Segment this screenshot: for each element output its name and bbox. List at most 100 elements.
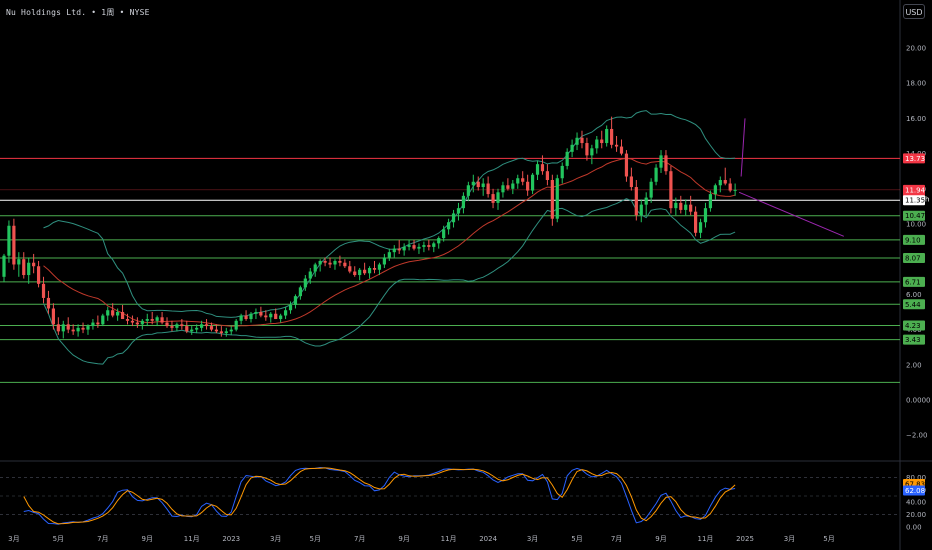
candle [372, 260, 377, 274]
candle [713, 183, 717, 200]
support-badge-bg [903, 210, 925, 221]
candle-body [718, 180, 722, 186]
time-tick-label: 11月 [441, 535, 457, 543]
candle [41, 276, 46, 304]
candle [422, 241, 426, 253]
candle [96, 315, 100, 328]
time-tick-label: 7月 [611, 535, 622, 543]
time-tick-label: 3月 [8, 535, 19, 543]
candle [175, 322, 179, 332]
candle [101, 313, 105, 327]
candle [130, 315, 135, 327]
candle-body [713, 185, 717, 195]
candle-body [694, 211, 698, 233]
stoch-tick-label: 20.00 [906, 511, 926, 519]
candle-body [610, 128, 614, 145]
candle [614, 136, 619, 152]
candle [516, 174, 520, 189]
candle [476, 176, 480, 191]
price-tick-label: 18.00 [906, 80, 926, 88]
candle [185, 320, 189, 334]
candle-body [259, 312, 263, 316]
time-tick-label: 2024 [479, 535, 497, 543]
candle [654, 164, 658, 186]
candle [486, 176, 490, 198]
candle [708, 190, 713, 212]
candle [698, 218, 703, 239]
candle-body [595, 139, 599, 149]
candle-body [274, 313, 278, 320]
candle-body [120, 312, 125, 320]
candle [496, 188, 500, 210]
current-price-badge: 11.94 [905, 186, 926, 194]
candle-body [466, 185, 470, 196]
candle-body [343, 262, 347, 267]
candle-body [491, 194, 495, 203]
candle [150, 312, 154, 325]
candle [209, 322, 214, 332]
candle-body [639, 204, 643, 216]
candle [22, 252, 26, 279]
ascending-trendline [738, 191, 844, 237]
candle [417, 243, 421, 254]
candle-body [41, 283, 46, 298]
support-badge: 8.07 [905, 254, 921, 262]
candle [224, 327, 228, 337]
candle-body [111, 310, 115, 316]
candle [585, 137, 589, 161]
candle [590, 144, 594, 165]
candle-body [540, 164, 545, 172]
candle [264, 310, 268, 321]
candle [353, 266, 357, 277]
candle [343, 259, 347, 268]
candle-body [367, 268, 372, 274]
candle-body [417, 246, 421, 249]
candle [288, 301, 293, 314]
candle-body [333, 260, 337, 265]
candle-body [130, 320, 135, 323]
candle-body [71, 329, 75, 332]
white-level-badge: 11.35 [905, 197, 925, 205]
current-price-badge-bg [903, 184, 925, 195]
candle-body [106, 310, 110, 316]
candle-body [298, 287, 302, 297]
candle [145, 313, 149, 327]
candle-body [140, 320, 144, 325]
currency-button[interactable]: USD [903, 4, 925, 19]
candle-body [659, 155, 663, 168]
price-tick-label: 10.00 [906, 221, 926, 229]
ma-line [43, 157, 736, 327]
resistance-badge-bg [903, 153, 925, 164]
candle-body [170, 326, 174, 328]
candle-body [708, 194, 713, 209]
candle [46, 290, 51, 314]
candle-body [56, 324, 60, 332]
candle [703, 202, 708, 228]
candle [308, 268, 312, 284]
candle [293, 294, 298, 309]
stoch-tick-label: 40.00 [906, 499, 926, 507]
candle [501, 181, 505, 198]
candle-body [180, 324, 184, 327]
candle [570, 139, 574, 158]
candle [461, 192, 466, 214]
candle [338, 255, 342, 267]
candle [36, 260, 41, 288]
support-badge: 4.23 [905, 322, 921, 330]
candle-body [476, 181, 480, 188]
support-badge: 3.43 [905, 336, 921, 344]
candle-body [358, 269, 362, 276]
candle [17, 252, 21, 277]
candle-body [530, 174, 535, 191]
candle-body [560, 165, 564, 179]
candle [644, 192, 648, 216]
candle [674, 197, 678, 216]
candle-body [674, 202, 678, 209]
candle-body [195, 327, 199, 330]
candle-body [244, 315, 248, 320]
time-tick-label: 9月 [142, 535, 153, 543]
candle-body [684, 204, 688, 210]
candle [377, 262, 382, 276]
candle-body [412, 245, 416, 249]
